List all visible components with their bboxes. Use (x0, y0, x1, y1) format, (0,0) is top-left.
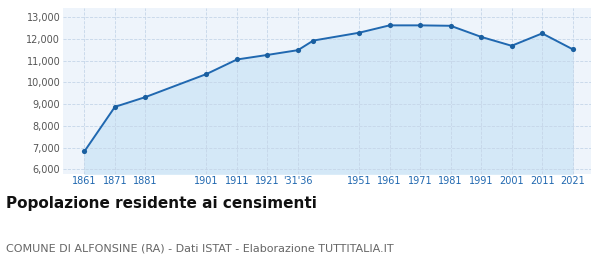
Point (232, 57, 242, 62)
Point (568, 47, 577, 52)
Text: Popolazione residente ai censimenti: Popolazione residente ai censimenti (6, 196, 317, 211)
Point (263, 53, 272, 57)
Point (476, 35, 486, 39)
Point (80, 149, 89, 154)
Point (507, 44, 517, 48)
Point (140, 95, 150, 99)
Point (446, 24, 455, 28)
Point (202, 72, 211, 76)
Point (538, 31, 547, 36)
Text: COMUNE DI ALFONSINE (RA) - Dati ISTAT - Elaborazione TUTTITALIA.IT: COMUNE DI ALFONSINE (RA) - Dati ISTAT - … (6, 244, 394, 254)
Point (385, 23, 394, 28)
Point (308, 38, 318, 43)
Point (293, 48, 303, 52)
Point (354, 31, 364, 35)
Point (415, 23, 425, 28)
Point (110, 105, 119, 109)
